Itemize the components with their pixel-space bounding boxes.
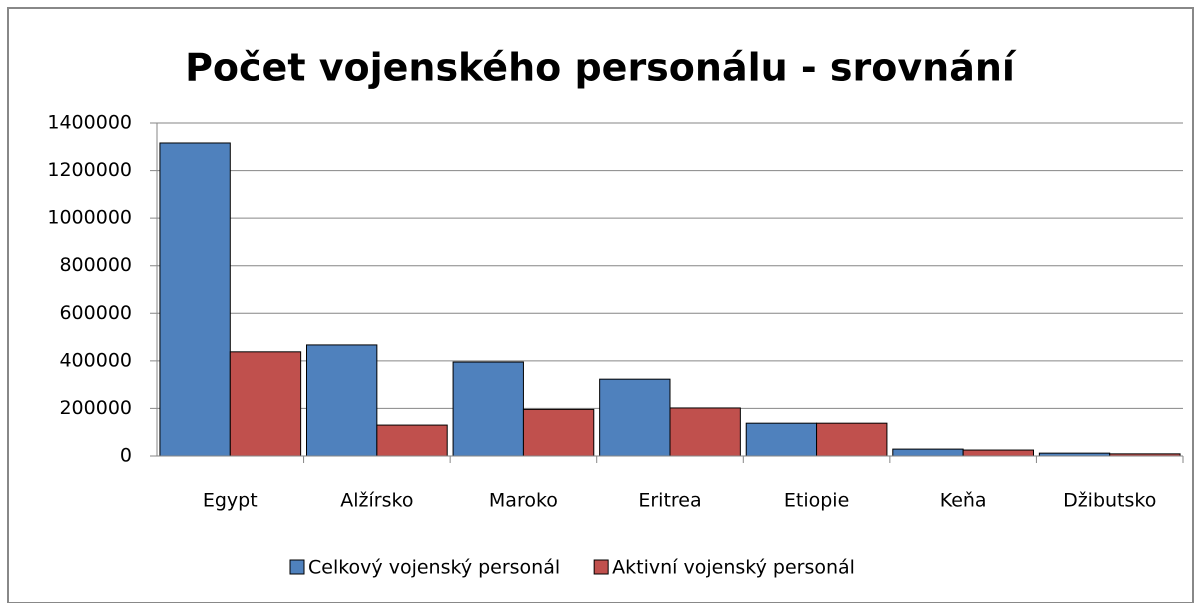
legend: Celkový vojenský personál Aktivní vojensk… [289,557,855,579]
y-tick-label: 400000 [59,349,132,371]
y-tick-label: 1400000 [47,112,132,134]
bar [892,448,964,457]
legend-label: Celkový vojenský personál [308,557,560,579]
y-tick-label: 200000 [59,397,132,419]
x-tick-label: Alžírsko [340,490,413,512]
legend-swatch [593,559,609,575]
bar [376,424,448,457]
legend-label: Aktivní vojenský personál [612,557,855,579]
bar [452,361,524,457]
bar [599,378,671,457]
x-tick-label: Keňa [940,490,987,512]
y-tick-label: 1000000 [47,207,132,229]
y-tick-label: 0 [120,445,132,467]
bar [306,344,378,457]
bar [745,422,818,457]
bar [522,408,595,457]
y-tick-label: 800000 [59,254,132,276]
x-tick-label: Eritrea [638,490,701,512]
bar [816,422,888,457]
bar [669,407,741,457]
bar [962,449,1034,457]
bar [229,351,302,457]
x-tick-label: Džibutsko [1063,490,1156,512]
legend-swatch [289,559,305,575]
bar [159,142,231,457]
x-tick-label: Maroko [489,490,558,512]
x-tick-label: Etiopie [784,490,849,512]
y-tick-label: 1200000 [47,159,132,181]
y-tick-label: 600000 [59,302,132,324]
x-tick-label: Egypt [203,490,258,512]
chart-title: Počet vojenského personálu - srovnání [185,46,1017,90]
